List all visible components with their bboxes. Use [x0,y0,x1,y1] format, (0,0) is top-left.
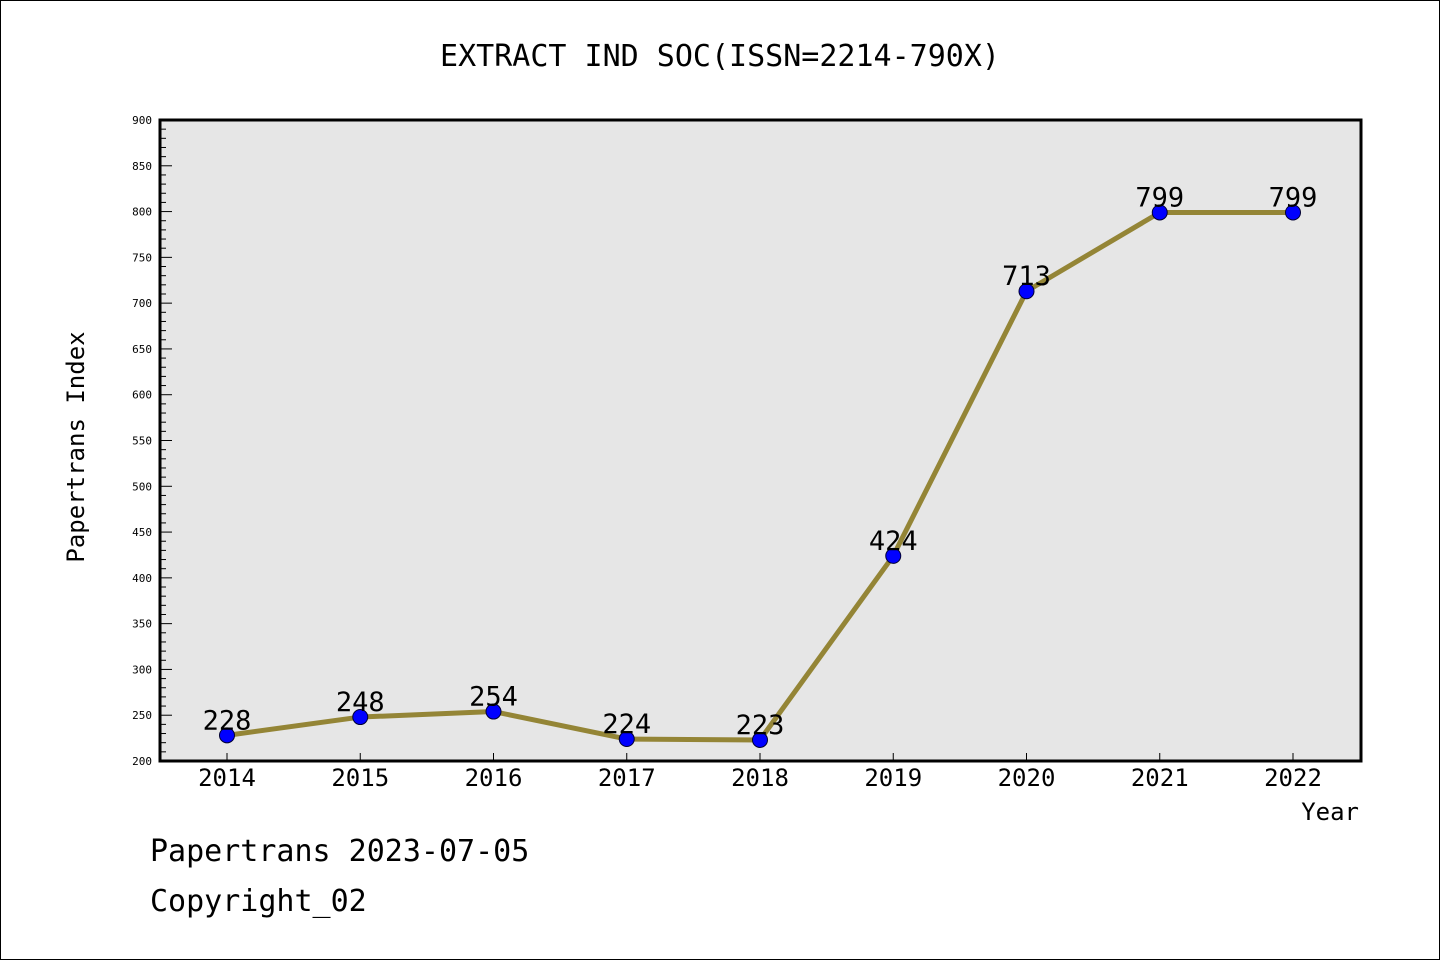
data-point [1151,204,1168,221]
x-tick-label: 2016 [465,764,523,792]
y-tick-label: 350 [132,618,152,631]
footer-date: Papertrans 2023-07-05 [150,834,530,869]
y-tick-label: 450 [132,526,152,539]
x-tick-label: 2020 [998,764,1056,792]
data-label: 248 [336,687,385,718]
data-label: 228 [203,705,252,736]
data-point [485,703,502,720]
y-tick-label: 800 [132,206,152,219]
x-tick-label: 2014 [198,764,256,792]
y-tick-label: 600 [132,389,152,402]
x-axis: 2014 2015 2016 2017 2018 2019 2020 2021 2022 [198,753,1322,792]
x-tick-label: 2017 [598,764,656,792]
data-label: 223 [736,710,785,741]
y-tick-label: 500 [132,480,152,493]
data-point [1018,283,1035,300]
series-group: 228 248 254 224 223 424 713 799 799 [203,182,1318,748]
data-label: 424 [869,526,918,557]
y-axis: 200 250 300 350 400 450 500 550 600 650 700 750 800 8… [132,114,172,768]
y-tick-label: 750 [132,251,152,264]
x-tick-label: 2018 [731,764,789,792]
y-tick-label: 900 [132,114,152,127]
y-tick-label: 650 [132,343,152,356]
x-tick-label: 2019 [864,764,922,792]
x-tick-label: 2015 [331,764,389,792]
data-label: 224 [602,709,651,740]
chart-title: EXTRACT IND SOC(ISSN=2214-790X) [440,39,1000,74]
x-tick-label: 2022 [1264,764,1322,792]
data-label: 254 [469,682,518,713]
y-tick-label: 200 [132,755,152,768]
data-point [1285,204,1301,221]
data-point [352,709,369,726]
data-label: 713 [1002,261,1051,292]
plot-area [158,118,1363,763]
y-tick-label: 550 [132,435,152,448]
y-tick-label: 850 [132,160,152,173]
data-point [219,727,235,744]
data-point [885,547,902,564]
data-point [752,731,768,748]
footer-copyright: Copyright_02 [150,884,367,919]
y-axis-label: Papertrans Index [62,331,90,562]
data-point [618,731,635,748]
y-tick-label: 300 [132,663,152,676]
y-tick-label: 400 [132,572,152,585]
x-tick-label: 2021 [1131,764,1189,792]
data-label: 799 [1269,182,1318,213]
y-tick-label: 700 [132,297,152,310]
data-label: 799 [1135,182,1184,213]
x-axis-label: Year [1301,798,1359,826]
y-tick-label: 250 [132,709,152,722]
